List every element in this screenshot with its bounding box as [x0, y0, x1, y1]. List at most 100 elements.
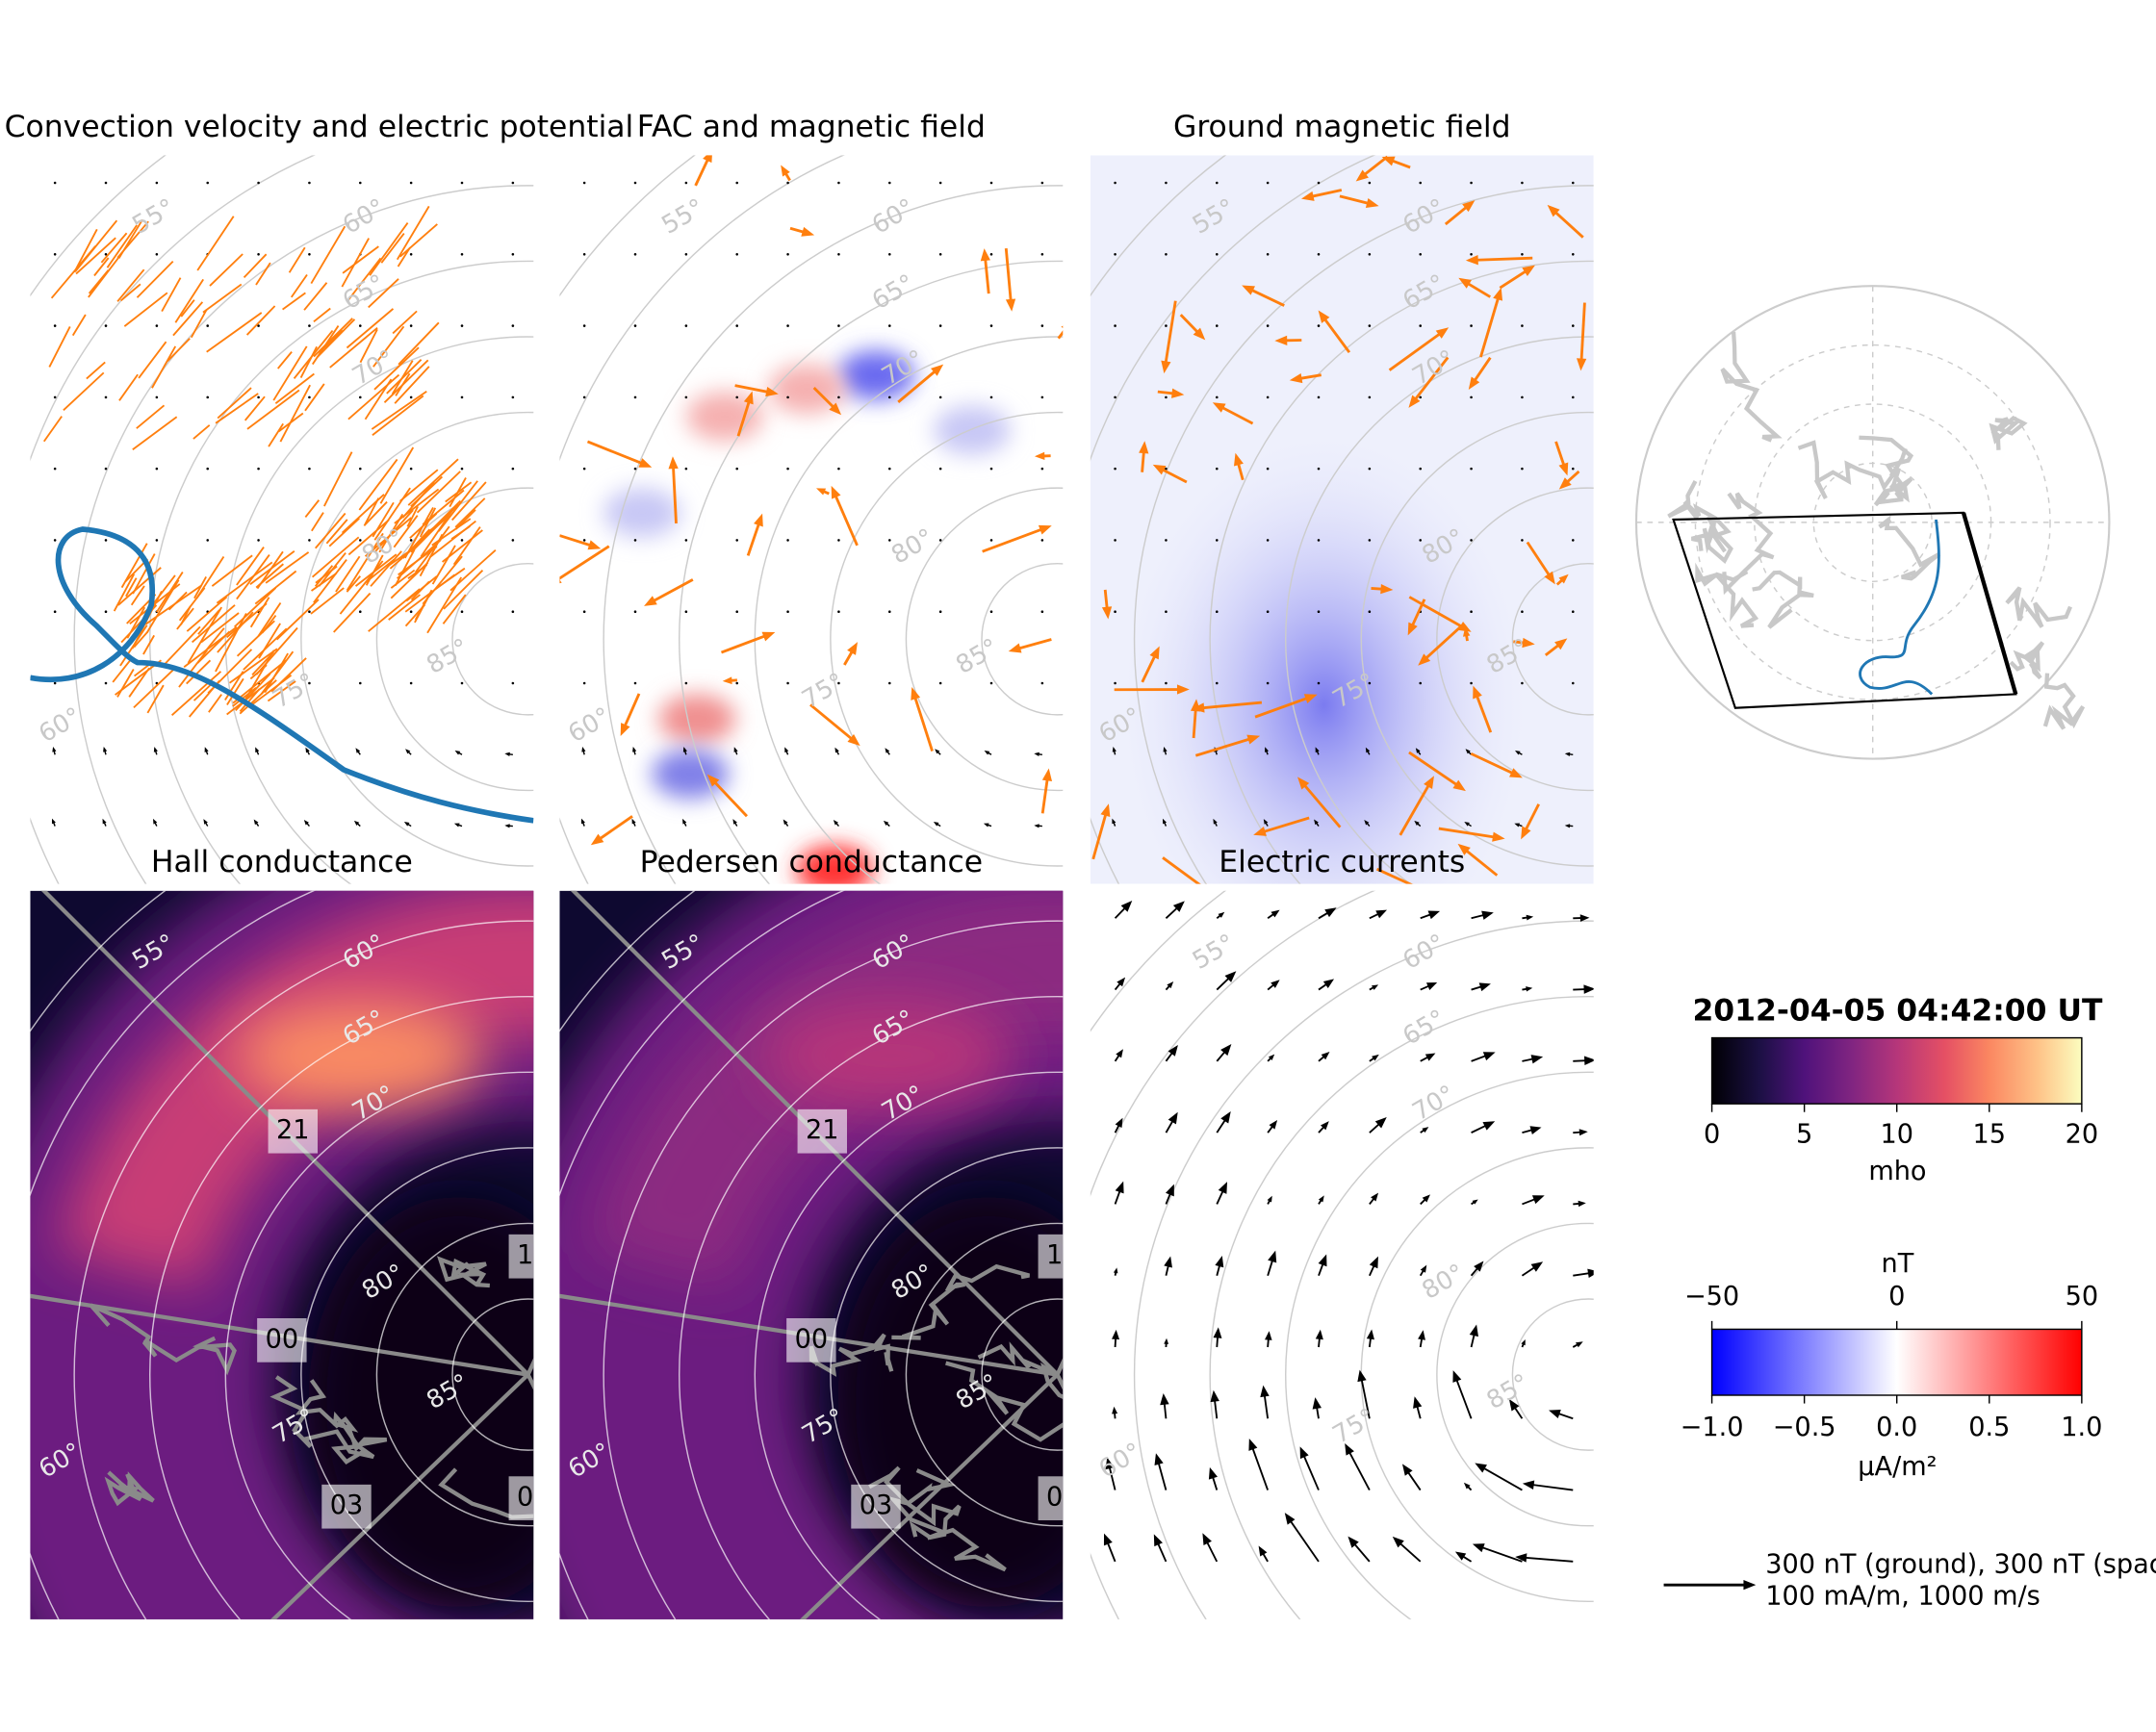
dot: [1216, 610, 1219, 613]
velocity-vector: [422, 555, 463, 605]
velocity-vector: [311, 573, 337, 592]
arrow-head: [1115, 1117, 1123, 1129]
velocity-vector: [202, 283, 243, 314]
dot: [409, 681, 413, 685]
arrow-head: [1215, 1256, 1224, 1268]
dot: [1317, 253, 1321, 256]
dot: [582, 395, 586, 399]
arrow-shaft: [1579, 302, 1586, 364]
dot: [1216, 681, 1219, 685]
dot: [1368, 324, 1372, 327]
colorbar: [1710, 1328, 2083, 1396]
dot: [1368, 181, 1372, 185]
velocity-vector: [123, 292, 168, 327]
latitude-circle: [1511, 1298, 1594, 1451]
arrow-head: [732, 819, 737, 825]
arrow-head: [1474, 1261, 1484, 1272]
arrow-shaft: [559, 534, 595, 548]
arrow-head: [931, 364, 944, 376]
arrow-shaft: [1523, 803, 1540, 834]
velocity-vector: [341, 238, 371, 288]
arrow-head: [761, 631, 776, 642]
colorbar-tick-label: 15: [1973, 1120, 2007, 1150]
velocity-vector: [216, 561, 273, 604]
arrow-head: [580, 818, 585, 825]
dot: [735, 253, 738, 256]
dot: [257, 395, 260, 399]
velocity-vector: [48, 325, 71, 368]
velocity-vector: [180, 299, 195, 318]
arrow-head: [1168, 1111, 1178, 1125]
arrow-head: [1554, 638, 1568, 650]
arrow-head: [631, 818, 636, 825]
arrow-head: [1314, 819, 1319, 826]
dot: [1521, 324, 1524, 327]
dot: [104, 681, 108, 685]
dot: [1368, 539, 1372, 542]
dot: [409, 395, 413, 399]
arrow-head: [1452, 1370, 1462, 1383]
arrow-head: [1265, 747, 1270, 752]
arrow-head: [1284, 1513, 1296, 1525]
arrow-head: [1321, 1051, 1330, 1060]
velocity-vector: [209, 253, 244, 287]
latitude-circle: [1209, 260, 1594, 884]
arrow-head: [1318, 1195, 1324, 1203]
arrow-head: [1312, 1397, 1322, 1410]
velocity-vector: [304, 499, 321, 518]
latitude-circle: [1436, 487, 1594, 792]
panel-title: Convection velocity and electric potenti…: [5, 110, 634, 144]
arrow-head: [1355, 169, 1369, 182]
velocity-vector: [133, 668, 175, 709]
arrow-head: [1248, 1439, 1258, 1451]
arrow-head: [1233, 452, 1244, 467]
velocity-vector: [293, 329, 334, 379]
arrow-head: [1176, 684, 1190, 695]
velocity-vector: [364, 500, 388, 526]
dot: [1470, 324, 1473, 327]
arrow-head: [1166, 1184, 1174, 1197]
arrow-head: [1034, 451, 1045, 461]
arrow-head: [984, 751, 990, 755]
panel-background: [1090, 890, 1594, 1619]
velocity-vector: [379, 446, 415, 504]
arrow-shaft: [1454, 1376, 1473, 1419]
velocity-vector: [75, 237, 116, 275]
velocity-vector: [372, 395, 424, 437]
velocity-vector: [303, 282, 328, 311]
velocity-vector: [167, 338, 191, 363]
dot: [511, 610, 515, 613]
arrow-head: [1463, 1482, 1471, 1490]
arrow-head: [1269, 1119, 1278, 1130]
dot: [582, 253, 586, 256]
globe-coastline: [1695, 562, 1759, 628]
arrow-head: [1454, 1551, 1467, 1561]
arrow-shaft: [1388, 330, 1444, 371]
arrow-head: [504, 824, 510, 828]
velocity-vector: [265, 551, 310, 584]
dot: [837, 467, 840, 471]
arrow-shaft: [1308, 189, 1343, 199]
dot: [511, 253, 515, 256]
arrow-head: [1253, 827, 1267, 836]
arrow-head: [1475, 1463, 1487, 1473]
velocity-vector: [133, 630, 149, 649]
dot: [633, 253, 637, 256]
dot: [53, 324, 57, 327]
dot: [786, 253, 789, 256]
dot: [633, 539, 637, 542]
dot: [1470, 181, 1473, 185]
arrow-head: [703, 155, 712, 164]
dot: [1470, 610, 1473, 613]
velocity-vector: [167, 591, 188, 611]
dot: [511, 681, 515, 685]
arrow-head: [1267, 1195, 1272, 1203]
arrow-head: [1531, 1195, 1545, 1205]
dot: [837, 253, 840, 256]
arrow-head: [1105, 1457, 1115, 1470]
mlt-label: 03: [860, 1490, 893, 1520]
arrow-shaft: [1526, 541, 1553, 579]
latitude-circle: [300, 411, 534, 867]
arrow-head: [1424, 776, 1434, 789]
velocity-vector: [442, 594, 467, 624]
